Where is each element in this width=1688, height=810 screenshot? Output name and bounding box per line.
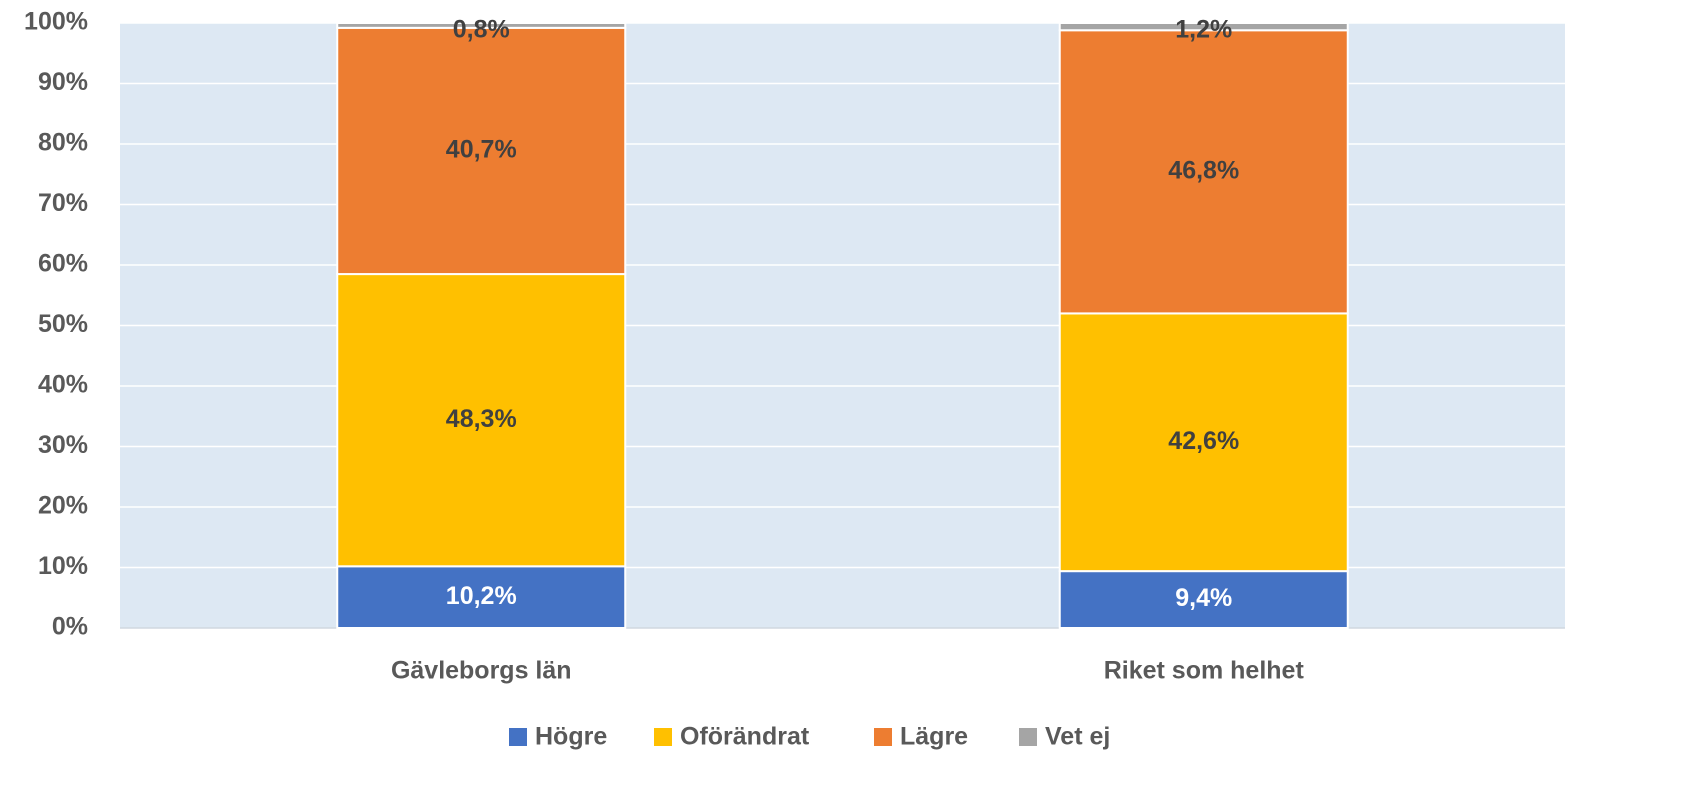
data-label: 1,2%: [1175, 16, 1232, 44]
legend-label: Vet ej: [1045, 723, 1110, 751]
y-tick-label: 100%: [24, 8, 88, 36]
y-tick-label: 40%: [38, 371, 88, 399]
legend-swatch: [1019, 728, 1037, 746]
y-tick-label: 70%: [38, 189, 88, 217]
legend-label: Oförändrat: [680, 723, 810, 751]
legend-swatch: [654, 728, 672, 746]
y-tick-label: 30%: [38, 431, 88, 459]
x-tick-label: Riket som helhet: [1104, 657, 1305, 685]
bar-segment: [1058, 22, 1349, 32]
legend-swatch: [874, 728, 892, 746]
data-label: 10,2%: [446, 582, 517, 610]
bar-segment: [336, 26, 627, 276]
bar-segment: [336, 273, 627, 568]
y-tick-label: 10%: [38, 552, 88, 580]
data-label: 42,6%: [1168, 427, 1239, 455]
legend-label: Högre: [535, 723, 607, 751]
y-tick-label: 80%: [38, 129, 88, 157]
y-tick-label: 90%: [38, 68, 88, 96]
data-label: 9,4%: [1175, 584, 1232, 612]
data-label: 0,8%: [453, 16, 510, 44]
y-tick-label: 60%: [38, 250, 88, 278]
y-tick-label: 0%: [52, 613, 88, 641]
y-tick-label: 20%: [38, 492, 88, 520]
bar-segment: [1058, 312, 1349, 573]
bar-segment: [336, 22, 627, 29]
data-label: 40,7%: [446, 136, 517, 164]
y-tick-label: 50%: [38, 310, 88, 338]
legend-swatch: [509, 728, 527, 746]
data-label: 46,8%: [1168, 156, 1239, 184]
x-tick-label: Gävleborgs län: [391, 657, 572, 685]
bar-segment: [1058, 570, 1349, 630]
bar-segment: [1058, 29, 1349, 315]
legend-label: Lägre: [900, 723, 968, 751]
bar-segment: [336, 565, 627, 629]
data-label: 48,3%: [446, 405, 517, 433]
